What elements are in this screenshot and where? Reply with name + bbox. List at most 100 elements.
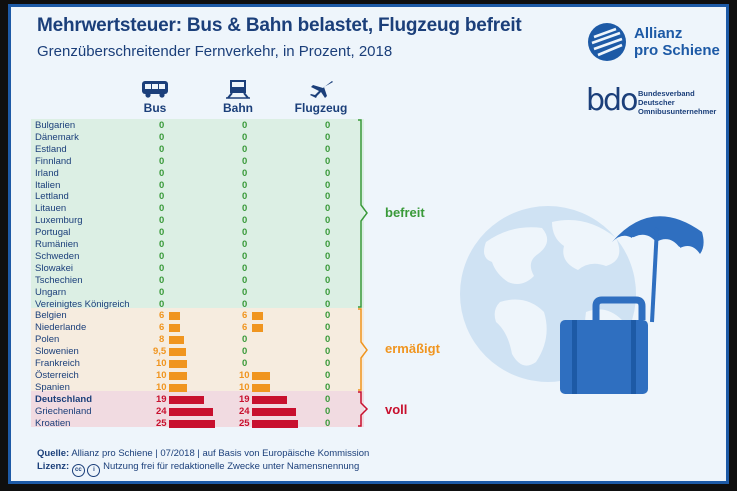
column-header-bus: Bus <box>115 79 195 115</box>
value-label-flugzeug: 0 <box>325 131 331 143</box>
airplane-icon <box>310 81 333 98</box>
country-label: Finnland <box>35 155 72 167</box>
country-label: Litauen <box>35 203 67 215</box>
value-label-flugzeug: 0 <box>325 334 331 346</box>
bar-bus <box>169 312 181 321</box>
value-label-bus: 0 <box>159 227 165 239</box>
allianz-logo-line2: pro Schiene <box>634 42 720 59</box>
country-label: Rumänien <box>35 239 79 250</box>
allianz-logo-line1: Allianz <box>634 25 683 42</box>
value-label-bahn: 0 <box>242 346 248 358</box>
value-label-bahn: 0 <box>242 239 248 250</box>
travel-illustration <box>460 206 704 394</box>
value-label-flugzeug: 0 <box>325 393 331 405</box>
band-befreit <box>31 119 364 308</box>
country-label: Deutschland <box>35 393 93 405</box>
country-label: Belgien <box>35 310 67 322</box>
country-label: Slowakei <box>35 262 74 274</box>
country-label: Ungarn <box>35 286 67 298</box>
country-label: Spanien <box>35 381 70 393</box>
table-row: Niederlande 6 6 0 <box>31 322 364 334</box>
value-label-bus: 0 <box>159 120 165 131</box>
value-label-flugzeug: 0 <box>325 227 331 239</box>
country-label: Portugal <box>35 227 71 239</box>
suitcase-icon <box>560 296 648 394</box>
table-row: Slowakei 0 0 0 <box>31 263 364 275</box>
table-row: Slowenien 9,5 0 0 <box>31 346 364 358</box>
value-label-bus: 0 <box>159 298 165 310</box>
value-label-bus: 0 <box>159 250 165 262</box>
bdo-logo: bdo Bundesverband Deutscher Omnibusunter… <box>586 83 726 125</box>
source-line: Quelle: Allianz pro Schiene | 07/2018 | … <box>37 448 369 459</box>
value-label-bahn: 0 <box>242 179 248 191</box>
value-label-bus: 0 <box>159 274 165 286</box>
table-row: Polen 8 0 0 <box>31 334 364 346</box>
country-label: Frankreich <box>35 358 80 369</box>
attribution-icon: i <box>87 464 101 477</box>
column-header-flugzeug: Flugzeug <box>281 79 361 115</box>
value-label-bahn: 0 <box>242 131 248 143</box>
allianz-logo-icon <box>588 23 626 61</box>
value-label-bus: 24 <box>156 405 167 417</box>
country-label: Niederlande <box>35 322 87 334</box>
value-label-bahn: 6 <box>242 322 248 334</box>
value-label-flugzeug: 0 <box>325 191 331 203</box>
table-row: Italien 0 0 0 <box>31 180 364 192</box>
table-row: Kroatien 25 25 0 <box>31 418 364 430</box>
value-label-bus: 0 <box>159 191 165 203</box>
bar-bus <box>169 336 184 345</box>
table-row: Belgien 6 6 0 <box>31 310 364 322</box>
value-label-bahn: 0 <box>242 358 248 369</box>
country-label: Tschechien <box>35 274 83 286</box>
country-label: Vereinigtes Königreich <box>35 298 130 310</box>
value-label-bus: 0 <box>159 179 165 191</box>
brace-ermaessigt <box>358 308 368 391</box>
value-label-bahn: 0 <box>242 215 248 227</box>
table-row: Rumänien 0 0 0 <box>31 239 364 251</box>
value-label-bus: 6 <box>159 322 165 334</box>
value-label-bus: 0 <box>159 143 165 155</box>
country-label: Dänemark <box>35 131 79 143</box>
value-label-flugzeug: 0 <box>325 346 331 358</box>
license-text: Nutzung frei für redaktionelle Zwecke un… <box>100 461 360 472</box>
country-label: Schweden <box>35 250 80 262</box>
country-label: Polen <box>35 334 60 346</box>
value-label-bahn: 0 <box>242 334 248 346</box>
bar-bahn <box>252 395 287 404</box>
country-label: Bulgarien <box>35 120 76 131</box>
value-label-bahn: 0 <box>242 167 248 179</box>
table-row: Frankreich 10 0 0 <box>31 358 364 370</box>
bar-bus <box>169 371 188 380</box>
bdo-logo-word: bdo <box>586 83 638 118</box>
table-row: Litauen 0 0 0 <box>31 203 364 215</box>
bar-bahn <box>252 371 271 380</box>
value-label-flugzeug: 0 <box>325 250 331 262</box>
value-label-bahn: 0 <box>242 143 248 155</box>
value-label-flugzeug: 0 <box>325 215 331 227</box>
bar-bahn <box>252 419 298 428</box>
group-label-voll: voll <box>385 402 408 417</box>
bar-bus <box>169 348 187 357</box>
value-label-bus: 25 <box>156 417 167 429</box>
value-label-bus: 10 <box>156 381 167 393</box>
brace-befreit <box>358 119 368 308</box>
value-label-flugzeug: 0 <box>325 369 331 381</box>
table-row: Deutschland 19 19 0 <box>31 394 364 406</box>
column-header-bahn: Bahn <box>198 79 278 115</box>
value-label-flugzeug: 0 <box>325 155 331 167</box>
source-label: Quelle: <box>37 448 70 459</box>
value-label-bus: 0 <box>159 155 165 167</box>
value-label-bus: 19 <box>156 393 167 405</box>
value-label-bahn: 25 <box>239 417 250 429</box>
brace-voll <box>358 391 369 427</box>
value-label-bahn: 10 <box>239 369 250 381</box>
column-label-flugzeug: Flugzeug <box>294 101 348 115</box>
table-row: Estland 0 0 0 <box>31 144 364 156</box>
value-label-bahn: 0 <box>242 274 248 286</box>
value-label-bahn: 0 <box>242 227 248 239</box>
value-label-bus: 0 <box>159 215 165 227</box>
bar-bahn <box>252 383 271 392</box>
table-row: Vereinigtes Königreich 0 0 0 <box>31 299 364 311</box>
table-row: Luxemburg 0 0 0 <box>31 215 364 227</box>
bdo-logo-line1: Bundesverband <box>638 89 695 98</box>
